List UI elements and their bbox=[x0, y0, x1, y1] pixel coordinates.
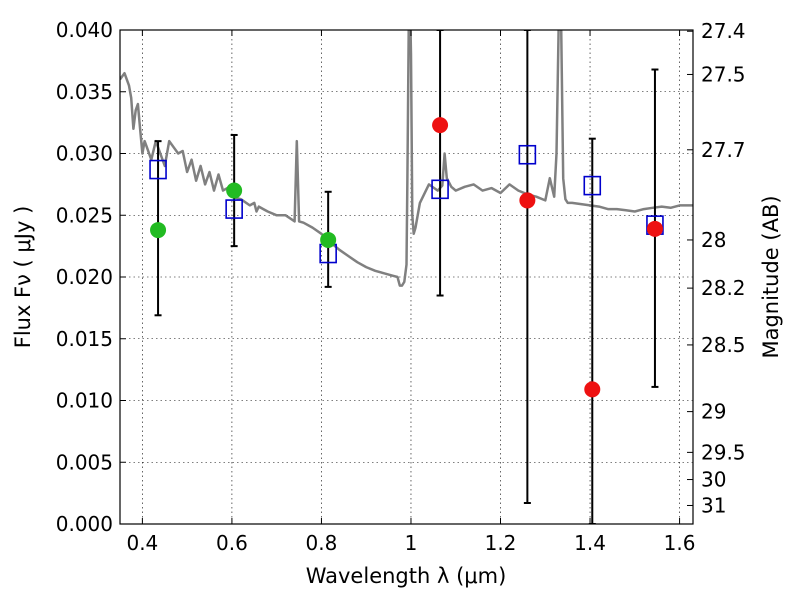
y-tick-label: 0.035 bbox=[56, 80, 113, 104]
optical-detection-point bbox=[226, 182, 243, 199]
y-axis-label-left: Flux Fν ( μJy ) bbox=[11, 206, 35, 349]
magnitude-tick-label: 28.2 bbox=[701, 276, 746, 300]
optical-detection-point bbox=[150, 222, 167, 239]
axis-ticks: 0.4 0.6 0.8 1 1.2 1.4 1.6 0.000 0.005 0.010 0.015 0… bbox=[56, 18, 746, 555]
near-infrared-detection-point bbox=[646, 220, 663, 237]
x-tick-label: 1.6 bbox=[664, 531, 696, 555]
x-tick-label: 0.6 bbox=[216, 531, 248, 555]
model-photometry-squares bbox=[149, 144, 664, 264]
magnitude-tick-label: 31 bbox=[701, 493, 726, 517]
y-tick-label: 0.015 bbox=[56, 327, 113, 351]
magnitude-tick-label: 30 bbox=[701, 468, 726, 492]
magnitude-tick-label: 27.7 bbox=[701, 138, 746, 162]
y-tick-label: 0.005 bbox=[56, 450, 113, 474]
y-tick-label: 0.030 bbox=[56, 142, 113, 166]
model-photometry-square bbox=[225, 199, 243, 219]
x-axis-label: Wavelength λ (μm) bbox=[306, 564, 507, 588]
model-photometry-square bbox=[583, 175, 602, 196]
optical-detection-point bbox=[320, 231, 337, 248]
magnitude-tick-label: 27.5 bbox=[701, 62, 746, 86]
magnitude-tick-label: 28 bbox=[701, 228, 726, 252]
y-tick-label: 0.010 bbox=[56, 389, 113, 413]
x-tick-label: 0.4 bbox=[126, 531, 158, 555]
x-tick-label: 1 bbox=[405, 531, 418, 555]
x-tick-label: 1.2 bbox=[485, 531, 517, 555]
y-tick-label: 0.040 bbox=[56, 18, 113, 42]
magnitude-tick-label: 27.4 bbox=[701, 19, 746, 43]
grid-lines bbox=[120, 29, 693, 525]
magnitude-tick-label: 29 bbox=[701, 400, 726, 424]
error-bars bbox=[154, 30, 659, 524]
model-photometry-square bbox=[149, 159, 167, 180]
near-infrared-detection-point bbox=[519, 192, 536, 209]
near-infrared-detection-point bbox=[432, 117, 449, 134]
magnitude-tick-label: 29.5 bbox=[701, 440, 746, 464]
spectrum-layer bbox=[120, 30, 693, 287]
model-photometry-square bbox=[431, 179, 449, 200]
y-tick-label: 0.025 bbox=[56, 203, 113, 227]
y-axis-label-right: Magnitude (AB) bbox=[759, 195, 783, 358]
model-spectrum-line bbox=[120, 30, 693, 287]
y-tick-label: 0.000 bbox=[56, 512, 113, 536]
near-infrared-detection-point bbox=[584, 381, 601, 398]
x-tick-label: 1.4 bbox=[574, 531, 606, 555]
y-tick-label: 0.020 bbox=[56, 265, 113, 289]
x-tick-label: 0.8 bbox=[306, 531, 338, 555]
magnitude-tick-label: 28.5 bbox=[701, 333, 746, 357]
model-photometry-square bbox=[518, 144, 537, 165]
observed-points bbox=[150, 117, 663, 398]
